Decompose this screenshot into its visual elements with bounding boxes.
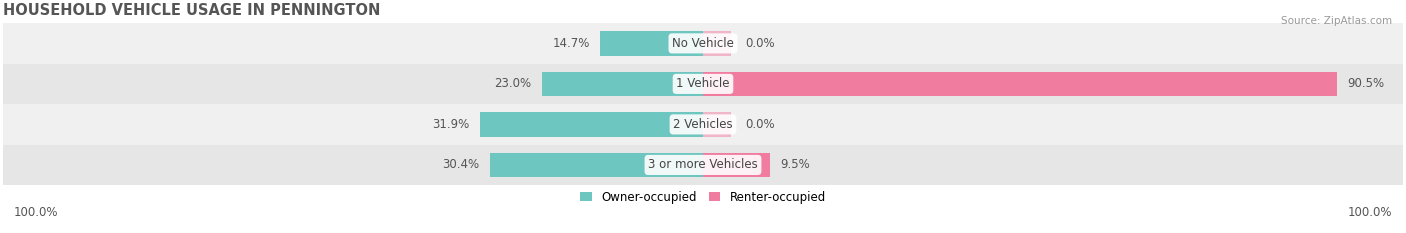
Text: 14.7%: 14.7% xyxy=(553,37,589,50)
Bar xyxy=(703,153,769,177)
Bar xyxy=(541,72,703,96)
Bar xyxy=(703,31,731,55)
Text: 9.5%: 9.5% xyxy=(780,158,810,171)
Text: 1 Vehicle: 1 Vehicle xyxy=(676,77,730,90)
Bar xyxy=(491,153,703,177)
Text: No Vehicle: No Vehicle xyxy=(672,37,734,50)
Text: 0.0%: 0.0% xyxy=(745,118,775,131)
Text: 0.0%: 0.0% xyxy=(745,37,775,50)
Text: 23.0%: 23.0% xyxy=(495,77,531,90)
Legend: Owner-occupied, Renter-occupied: Owner-occupied, Renter-occupied xyxy=(575,186,831,209)
Bar xyxy=(3,145,1403,185)
Bar xyxy=(3,64,1403,104)
Text: 100.0%: 100.0% xyxy=(14,206,59,219)
Text: 30.4%: 30.4% xyxy=(443,158,479,171)
Text: 90.5%: 90.5% xyxy=(1347,77,1385,90)
Text: HOUSEHOLD VEHICLE USAGE IN PENNINGTON: HOUSEHOLD VEHICLE USAGE IN PENNINGTON xyxy=(3,3,380,18)
Text: 2 Vehicles: 2 Vehicles xyxy=(673,118,733,131)
Bar xyxy=(703,72,1337,96)
Bar xyxy=(600,31,703,55)
Bar xyxy=(703,112,731,137)
Bar xyxy=(3,104,1403,145)
Text: 3 or more Vehicles: 3 or more Vehicles xyxy=(648,158,758,171)
Text: 100.0%: 100.0% xyxy=(1347,206,1392,219)
Bar xyxy=(3,23,1403,64)
Bar xyxy=(479,112,703,137)
Text: Source: ZipAtlas.com: Source: ZipAtlas.com xyxy=(1281,16,1392,26)
Text: 31.9%: 31.9% xyxy=(432,118,470,131)
